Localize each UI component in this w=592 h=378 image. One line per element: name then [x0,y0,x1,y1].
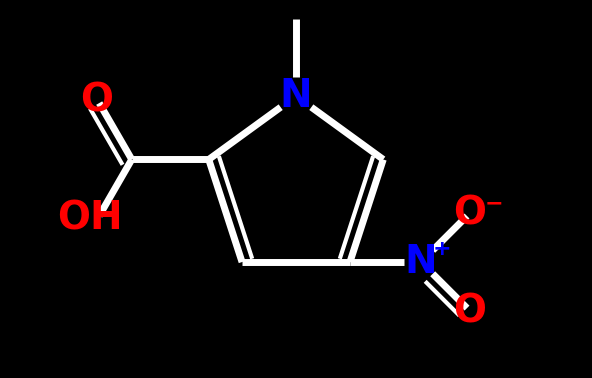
Text: N: N [279,77,313,115]
Text: O: O [453,194,487,232]
Text: +: + [432,239,451,259]
Text: O: O [453,292,487,330]
Text: O: O [80,81,112,119]
Text: N: N [405,243,437,281]
Text: −: − [484,193,503,213]
Text: OH: OH [57,200,123,238]
